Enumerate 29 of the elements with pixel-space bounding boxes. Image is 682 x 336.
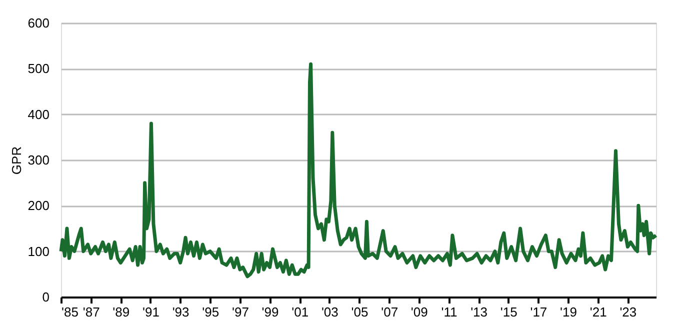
x-tick-label: '23 <box>620 304 637 320</box>
x-tick-label: '89 <box>112 304 130 320</box>
x-tick-label: '05 <box>351 304 368 320</box>
y-tick-label: 500 <box>28 61 50 76</box>
y-tick-label: 100 <box>28 244 50 259</box>
x-tick-label: '85 <box>62 304 78 320</box>
x-tick-label: '09 <box>410 304 428 320</box>
x-tick-label: '93 <box>172 304 190 320</box>
y-tick-label: 300 <box>28 152 50 168</box>
x-tick-label: '99 <box>262 304 279 320</box>
y-tick-label: 200 <box>28 198 50 214</box>
x-tick-label: '87 <box>82 304 100 320</box>
x-tick-label: '91 <box>142 304 160 320</box>
x-tick-label: '13 <box>470 304 488 320</box>
x-tick-label: '07 <box>381 304 398 320</box>
x-tick-label: '17 <box>530 304 548 320</box>
x-tick-label: '21 <box>590 304 607 320</box>
x-tick-label: '11 <box>441 304 458 320</box>
x-tick-label: '95 <box>202 304 220 320</box>
x-tick-label: '15 <box>500 304 518 320</box>
y-tick-label: 0 <box>42 290 50 304</box>
y-axis-title: GPR <box>8 146 24 175</box>
x-tick-label: '01 <box>292 304 309 320</box>
x-tick-label: '03 <box>321 304 338 320</box>
x-tick-label: '97 <box>232 304 249 320</box>
y-tick-label: 600 <box>28 16 50 30</box>
line-series <box>59 62 658 278</box>
x-tick-label: '19 <box>560 304 577 320</box>
y-tick-label: 400 <box>28 106 50 122</box>
